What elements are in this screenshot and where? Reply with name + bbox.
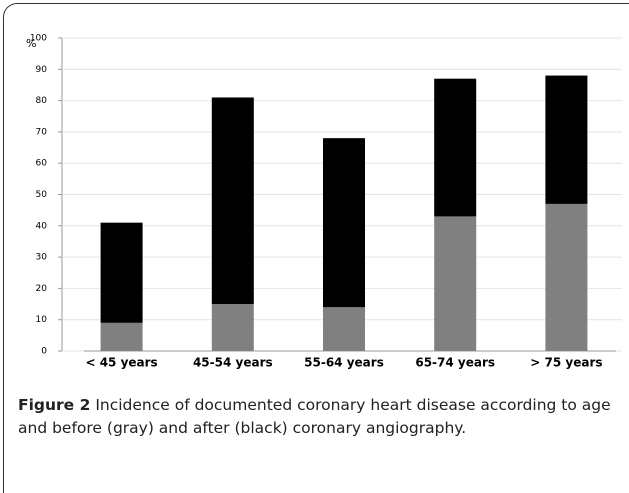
y-tick-label: 70 — [36, 127, 48, 137]
y-tick-label: 60 — [36, 159, 48, 169]
y-tick-label: 90 — [36, 65, 48, 75]
bar-segment — [545, 203, 588, 351]
bar-segment — [434, 216, 477, 351]
caption-text: Incidence of documented coronary heart d… — [18, 396, 611, 437]
x-tick-label: 45-54 years — [193, 356, 273, 370]
y-tick-label: 40 — [36, 221, 48, 231]
bar-segment — [545, 75, 588, 204]
y-tick-label: 10 — [36, 315, 48, 325]
bar-segment — [211, 97, 254, 305]
y-tick-label: 80 — [36, 96, 48, 106]
caption-label: Figure 2 — [18, 396, 91, 414]
chart: % 0 10 20 30 40 50 60 70 80 90 100 < 45 years 45-54 … — [26, 34, 622, 370]
x-tick-label: 55-64 years — [304, 356, 384, 370]
bar-segment — [211, 304, 254, 351]
y-tick-label: 0 — [41, 347, 47, 357]
y-tick-label: 20 — [36, 284, 48, 294]
y-tick-label: 100 — [30, 34, 47, 44]
y-tick-label: 50 — [36, 190, 48, 200]
bar-segment — [434, 78, 477, 217]
bar-segment — [100, 322, 143, 351]
page: {"chart_data": {"type": "stacked-bar", "… — [3, 3, 629, 493]
x-tick-label: < 45 years — [85, 356, 157, 370]
bar-segment — [100, 222, 143, 323]
caption: Figure 2 Incidence of documented coronar… — [18, 394, 618, 440]
x-tick-label: > 75 years — [530, 356, 602, 370]
bar-segment — [323, 307, 365, 351]
x-tick-label: 65-74 years — [415, 356, 495, 370]
y-tick-label: 30 — [36, 253, 48, 263]
figure-frame — [3, 3, 629, 493]
y-axis-label: % — [26, 37, 36, 50]
bar-segment — [323, 138, 365, 308]
